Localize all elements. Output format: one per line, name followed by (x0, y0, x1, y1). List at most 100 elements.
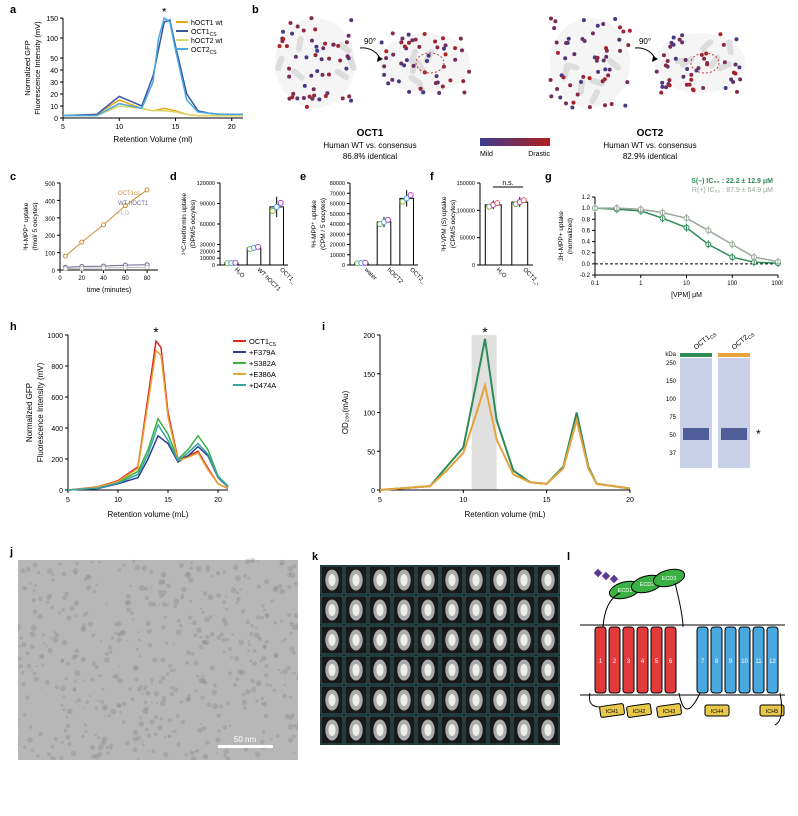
svg-text:WT hOCT1: WT hOCT1 (118, 201, 149, 207)
svg-text:Fluorescence Intensity (mV): Fluorescence Intensity (mV) (36, 362, 45, 462)
svg-text:OCT1: OCT1 (357, 128, 384, 139)
panel-e-chart: 0100002000030000400005000060000700008000… (308, 175, 423, 305)
svg-text:5: 5 (61, 124, 65, 131)
svg-text:+E386A: +E386A (249, 370, 276, 379)
svg-text:0: 0 (371, 488, 375, 495)
panel-g: g -0.20.00.20.40.60.81.01.20.11101001000… (553, 175, 783, 305)
svg-text:0: 0 (52, 269, 56, 275)
svg-text:0.1: 0.1 (591, 281, 600, 287)
svg-text:(CPM/5 oocytes): (CPM/5 oocytes) (450, 200, 457, 248)
svg-text:OCT1ᴄs: OCT1ᴄs (118, 191, 140, 197)
svg-text:1000: 1000 (771, 281, 783, 287)
svg-text:Fluorescence Intensity (mV): Fluorescence Intensity (mV) (33, 21, 42, 115)
svg-text:400: 400 (45, 199, 56, 205)
svg-text:n.s.: n.s. (502, 180, 513, 187)
svg-text:200: 200 (45, 234, 56, 240)
panel-l-label: l (567, 551, 570, 563)
svg-text:OCT1CS: OCT1CS (191, 29, 217, 38)
svg-text:40000: 40000 (330, 222, 345, 228)
svg-text:400: 400 (51, 426, 63, 433)
svg-text:20000: 20000 (330, 243, 345, 249)
svg-text:30000: 30000 (330, 232, 345, 238)
svg-text:120000: 120000 (197, 181, 215, 187)
svg-text:0.4: 0.4 (582, 240, 591, 246)
panel-h-chart: 020040060080010005101520*OCT1CS+F379A+S3… (18, 325, 298, 525)
svg-text:0.2: 0.2 (582, 251, 591, 257)
svg-text:20: 20 (50, 92, 58, 99)
panel-d-label: d (170, 171, 177, 183)
svg-text:20: 20 (214, 497, 222, 504)
svg-text:15: 15 (172, 124, 180, 131)
svg-text:ICH2: ICH2 (633, 709, 646, 715)
panel-c: c 0100200300400500020406080OCT1ᴄsWT hOCT… (18, 175, 163, 305)
svg-text:OCT2_CS: OCT2_CS (521, 267, 538, 291)
svg-text:100: 100 (727, 281, 738, 287)
svg-text:100: 100 (666, 397, 677, 403)
svg-text:OCT1CS: OCT1CS (693, 329, 719, 353)
svg-text:150000: 150000 (457, 181, 475, 187)
svg-text:5: 5 (378, 497, 382, 504)
panel-h-label: h (10, 321, 17, 333)
svg-text:60000: 60000 (200, 222, 215, 228)
svg-text:150: 150 (363, 372, 375, 379)
svg-text:100: 100 (363, 411, 375, 418)
svg-text:500: 500 (45, 182, 56, 188)
svg-text:(DPM/5 oocytes): (DPM/5 oocytes) (190, 200, 197, 248)
svg-text:80: 80 (144, 276, 151, 282)
svg-text:ICH3: ICH3 (663, 709, 676, 715)
svg-text:15: 15 (543, 497, 551, 504)
panel-b-label: b (252, 4, 259, 16)
svg-text:10: 10 (741, 659, 748, 665)
svg-text:[VPM] μM: [VPM] μM (671, 292, 702, 299)
svg-text:30: 30 (50, 80, 58, 87)
svg-text:1000: 1000 (47, 333, 63, 340)
svg-text:70000: 70000 (330, 191, 345, 197)
panel-k-label: k (312, 551, 318, 563)
svg-text:(fmol/ 5 oocytes): (fmol/ 5 oocytes) (32, 202, 39, 250)
panel-e: e 01000020000300004000050000600007000080… (308, 175, 423, 305)
svg-text:ICH4: ICH4 (711, 709, 724, 715)
svg-text:0.0: 0.0 (582, 262, 591, 268)
panel-d: d 01000020000300006000090000120000H₂OWT … (178, 175, 293, 305)
svg-text:50000: 50000 (330, 212, 345, 218)
svg-text:1: 1 (639, 281, 643, 287)
svg-text:(CPM / 5 oocytes): (CPM / 5 oocytes) (320, 198, 327, 250)
panel-l: l 123456789101112ECD1ECD2ECD3ICH1ICH2ICH… (575, 555, 790, 755)
svg-text:11: 11 (755, 659, 762, 665)
svg-text:1.2: 1.2 (582, 195, 591, 201)
svg-text:S(–) IC₅₀ : 22.2 ± 12.9 μM: S(–) IC₅₀ : 22.2 ± 12.9 μM (691, 178, 773, 185)
svg-text:50000: 50000 (460, 236, 475, 242)
svg-text:OCT2CS: OCT2CS (191, 47, 217, 56)
panel-l-topology: 123456789101112ECD1ECD2ECD3ICH1ICH2ICH3I… (575, 555, 790, 755)
svg-text:Drastic: Drastic (528, 151, 550, 158)
svg-text:OCT2_CS: OCT2_CS (408, 267, 423, 291)
svg-text:3H-MPP+ uptake: 3H-MPP+ uptake (558, 211, 565, 261)
svg-text:10: 10 (459, 497, 467, 504)
svg-text:ICH1: ICH1 (606, 709, 619, 715)
svg-text:37: 37 (669, 451, 676, 457)
svg-text:Retention volume (mL): Retention volume (mL) (108, 510, 189, 519)
svg-text:200: 200 (51, 457, 63, 464)
svg-text:0: 0 (58, 276, 62, 282)
svg-text:300: 300 (45, 217, 56, 223)
svg-text:800: 800 (51, 364, 63, 371)
svg-text:600: 600 (51, 395, 63, 402)
svg-text:10: 10 (683, 281, 690, 287)
svg-text:+F379A: +F379A (249, 348, 275, 357)
panel-j-label: j (10, 546, 13, 558)
svg-text:20: 20 (626, 497, 634, 504)
svg-text:0: 0 (59, 488, 63, 495)
panel-i-chart: 0501001502005101520*Retention volume (mL… (330, 325, 770, 525)
svg-text:*: * (756, 427, 761, 441)
svg-text:82.9% identical: 82.9% identical (623, 152, 677, 161)
svg-text:water: water (362, 266, 377, 281)
svg-text:86.8% identical: 86.8% identical (343, 152, 397, 161)
svg-text:³H-VPM (S) uptake: ³H-VPM (S) uptake (441, 196, 448, 251)
svg-text:100: 100 (45, 252, 56, 258)
svg-text:60: 60 (122, 276, 129, 282)
svg-text:250: 250 (666, 361, 677, 367)
svg-text:kDa: kDa (665, 352, 676, 358)
svg-text:-0.2: -0.2 (580, 273, 591, 279)
svg-text:time (minutes): time (minutes) (87, 287, 131, 294)
panel-k: k (320, 565, 560, 745)
